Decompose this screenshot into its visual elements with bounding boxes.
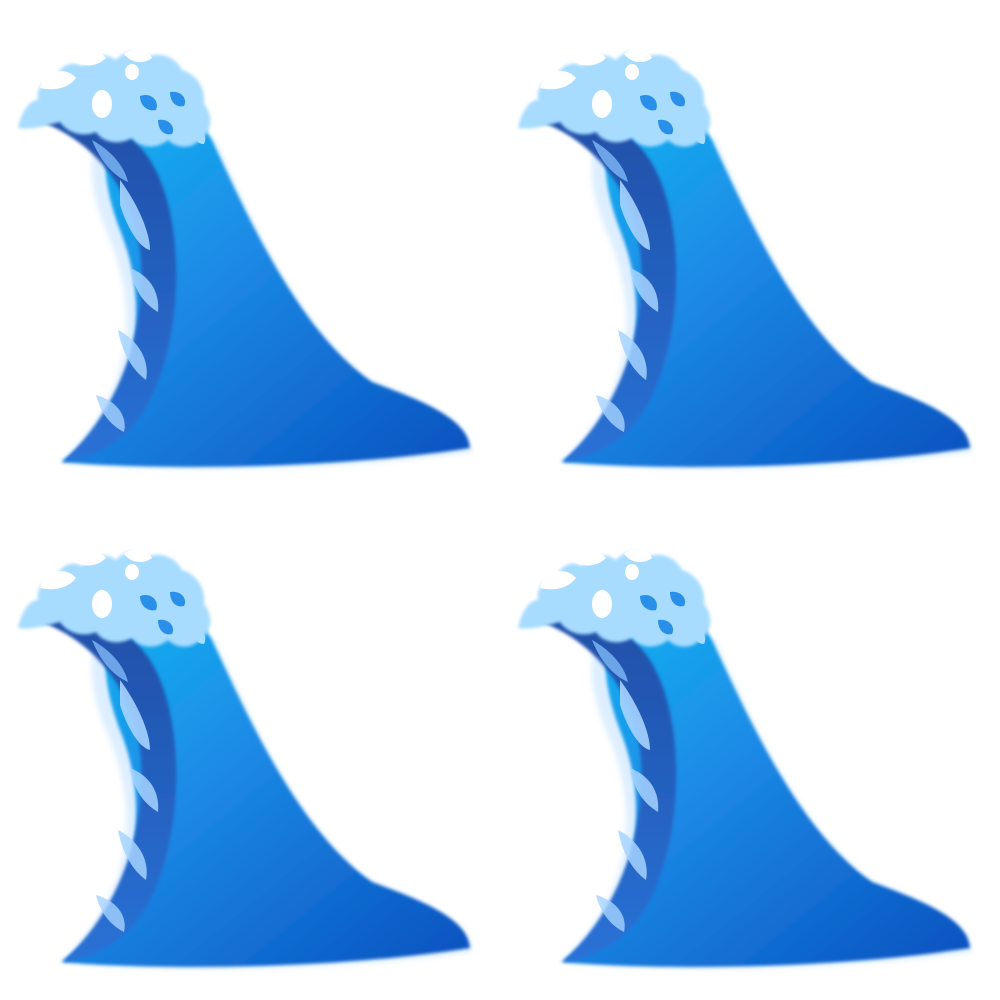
water-wave-icon xyxy=(0,500,500,1000)
wave-tile-top-left xyxy=(0,0,500,500)
water-wave-icon xyxy=(500,500,1000,1000)
water-wave-icon xyxy=(0,0,500,500)
wave-tile-top-right xyxy=(500,0,1000,500)
wave-tile-bottom-left xyxy=(0,500,500,1000)
water-wave-icon xyxy=(500,0,1000,500)
wave-tile-bottom-right xyxy=(500,500,1000,1000)
